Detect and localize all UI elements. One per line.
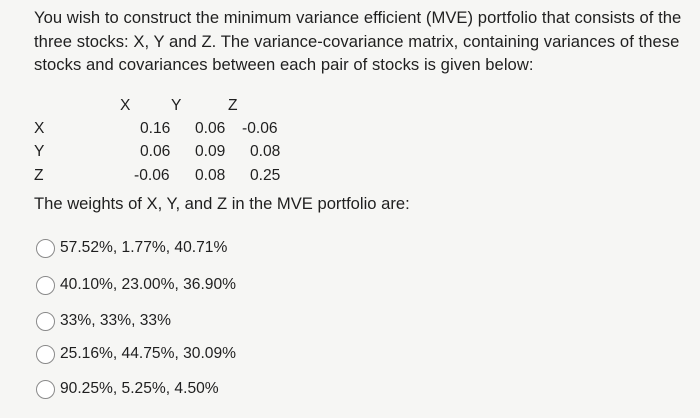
question-text: You wish to construct the minimum varian… [34, 8, 682, 74]
matrix-row-label-y: Y [34, 143, 45, 160]
answer-option-2[interactable]: 40.10%, 23.00%, 36.90% [36, 273, 236, 297]
radio-button[interactable] [36, 379, 55, 399]
matrix-cell-x-z: -0.06 [242, 120, 278, 137]
matrix-cell-z-z: 0.25 [250, 167, 281, 184]
answer-option-3[interactable]: 33%, 33%, 33% [36, 309, 171, 333]
matrix-cell-z-x: -0.06 [134, 167, 170, 184]
matrix-cell-y-y: 0.09 [195, 143, 226, 160]
matrix-column-header-z: Z [228, 97, 238, 114]
answer-option-label: 25.16%, 44.75%, 30.09% [60, 345, 236, 362]
matrix-row-label-z: Z [34, 167, 44, 184]
matrix-row-label-x: X [34, 120, 45, 137]
answer-option-label: 33%, 33%, 33% [60, 312, 171, 329]
answer-option-4[interactable]: 25.16%, 44.75%, 30.09% [36, 342, 236, 366]
matrix-column-header-x: X [120, 97, 131, 114]
matrix-cell-y-x: 0.06 [140, 143, 171, 160]
answer-option-label: 40.10%, 23.00%, 36.90% [60, 276, 236, 293]
question-prompt: The weights of X, Y, and Z in the MVE po… [34, 194, 410, 213]
radio-button[interactable] [36, 311, 55, 331]
matrix-cell-x-x: 0.16 [140, 120, 171, 137]
radio-button[interactable] [36, 238, 55, 258]
radio-button[interactable] [36, 344, 55, 364]
matrix-cell-z-y: 0.08 [195, 167, 226, 184]
answer-option-5[interactable]: 90.25%, 5.25%, 4.50% [36, 377, 219, 401]
matrix-cell-y-z: 0.08 [250, 143, 281, 160]
variance-covariance-matrix: X Y Z X Y Z 0.16 0.06 -0.06 0.06 0.09 0.… [0, 0, 700, 200]
radio-button[interactable] [36, 275, 55, 295]
answer-option-label: 57.52%, 1.77%, 40.71% [60, 239, 228, 256]
matrix-cell-x-y: 0.06 [195, 120, 226, 137]
answer-option-label: 90.25%, 5.25%, 4.50% [60, 380, 219, 397]
matrix-column-header-y: Y [171, 97, 182, 114]
answer-option-1[interactable]: 57.52%, 1.77%, 40.71% [36, 236, 227, 260]
